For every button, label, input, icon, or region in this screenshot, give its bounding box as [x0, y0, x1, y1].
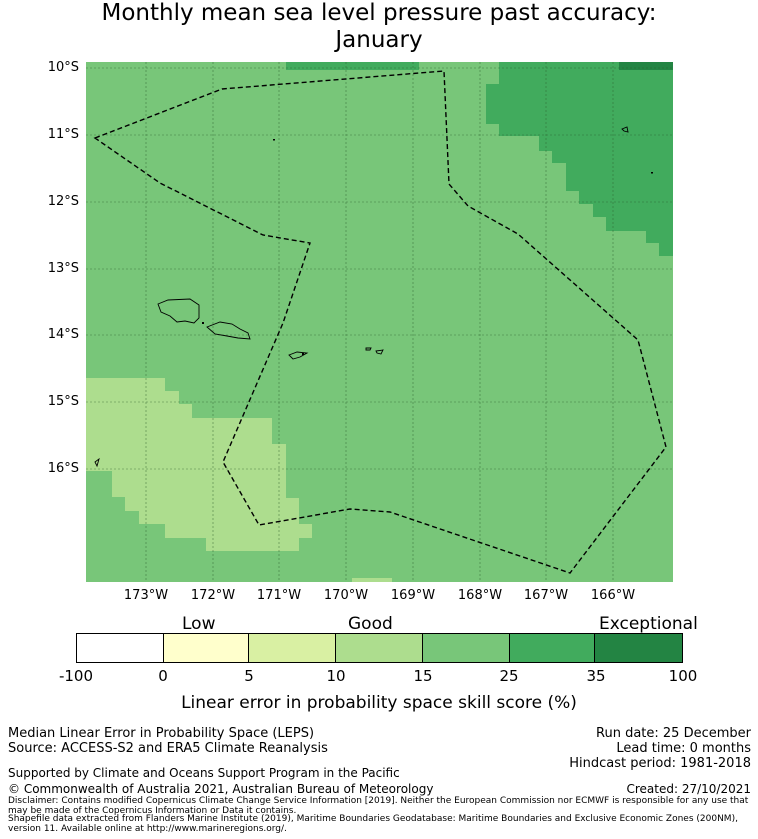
- footer-lead-time: Lead time: 0 months: [616, 741, 751, 756]
- eez-boundary: [93, 70, 667, 574]
- island-upolu: [206, 321, 251, 340]
- lat-label-15s: 15°S: [47, 394, 79, 409]
- colorbar-tick-35: 35: [586, 667, 606, 685]
- map-gridlines: [86, 62, 673, 582]
- islands: [94, 126, 629, 468]
- island-swains: [621, 126, 629, 133]
- chart-title: Monthly mean sea level pressure past acc…: [0, 0, 758, 54]
- lat-label-10s: 10°S: [47, 60, 79, 75]
- lat-label-14s: 14°S: [47, 327, 79, 342]
- lat-label-11s: 11°S: [47, 127, 79, 142]
- lon-label-170w: 170°W: [323, 588, 369, 603]
- colorbar-title: Linear error in probability space skill …: [181, 693, 577, 713]
- colorbar-segment-1: [77, 634, 164, 662]
- colorbar-tick-0: 0: [158, 667, 168, 685]
- footer-support: Supported by Climate and Oceans Support …: [8, 766, 400, 780]
- lon-label-168w: 168°W: [457, 588, 503, 603]
- title-line-2: January: [335, 27, 423, 53]
- footer-run-date: Run date: 25 December: [596, 726, 751, 741]
- colorbar-segment-2: [163, 634, 250, 662]
- lon-label-167w: 167°W: [523, 588, 569, 603]
- footer-copyright: © Commonwealth of Australia 2021, Austra…: [8, 782, 434, 796]
- lat-label-16s: 16°S: [47, 461, 79, 476]
- lat-label-12s: 12°S: [47, 194, 79, 209]
- colorbar-tick-25: 25: [499, 667, 519, 685]
- colorbar-segment-3: [249, 634, 337, 662]
- colorbar-segment-5: [422, 634, 510, 662]
- colorbar-tick-100: 100: [668, 667, 698, 685]
- island-manua-2: [375, 349, 384, 355]
- footer-method: Median Linear Error in Probability Space…: [8, 726, 315, 741]
- island-dots: [202, 139, 653, 355]
- map-higher-skill-region: [286, 62, 673, 256]
- category-good: Good: [348, 614, 393, 634]
- colorbar-segment-6: [509, 634, 596, 662]
- skill-map: [86, 62, 673, 582]
- map-highest-skill-region: [619, 62, 673, 70]
- lon-label-171w: 171°W: [256, 588, 302, 603]
- footer-shapefile: Shapefile data extracted from Flanders M…: [8, 814, 738, 834]
- island-dot-4: [302, 353, 304, 355]
- colorbar-tick-15: 15: [413, 667, 433, 685]
- colorbar-tick-10: 10: [326, 667, 346, 685]
- island-dot-2: [273, 139, 275, 141]
- island-dot-3: [651, 172, 653, 174]
- colorbar-tick-5: 5: [244, 667, 254, 685]
- title-line-1: Monthly mean sea level pressure past acc…: [101, 0, 657, 26]
- map-lower-skill-region: [86, 378, 392, 582]
- island-wallis: [94, 457, 100, 468]
- island-savaii: [157, 298, 200, 324]
- island-manua-1: [365, 347, 372, 351]
- category-low: Low: [182, 614, 216, 634]
- lon-label-166w: 166°W: [590, 588, 636, 603]
- colorbar-segment-4: [336, 634, 423, 662]
- colorbar-segment-7: [595, 634, 683, 662]
- lat-label-13s: 13°S: [47, 261, 79, 276]
- lon-label-173w: 173°W: [123, 588, 169, 603]
- island-dot-1: [202, 322, 204, 324]
- lon-label-172w: 172°W: [190, 588, 236, 603]
- footer-disclaimer: Disclaimer: Contains modified Copernicus…: [8, 796, 749, 816]
- footer-hindcast: Hindcast period: 1981-2018: [569, 756, 751, 771]
- lon-label-169w: 169°W: [390, 588, 436, 603]
- footer-source: Source: ACCESS-S2 and ERA5 Climate Reana…: [8, 741, 328, 756]
- colorbar: [76, 633, 683, 663]
- category-exceptional: Exceptional: [599, 614, 698, 634]
- colorbar-tick-neg100: -100: [58, 667, 94, 685]
- footer-created: Created: 27/10/2021: [626, 782, 751, 796]
